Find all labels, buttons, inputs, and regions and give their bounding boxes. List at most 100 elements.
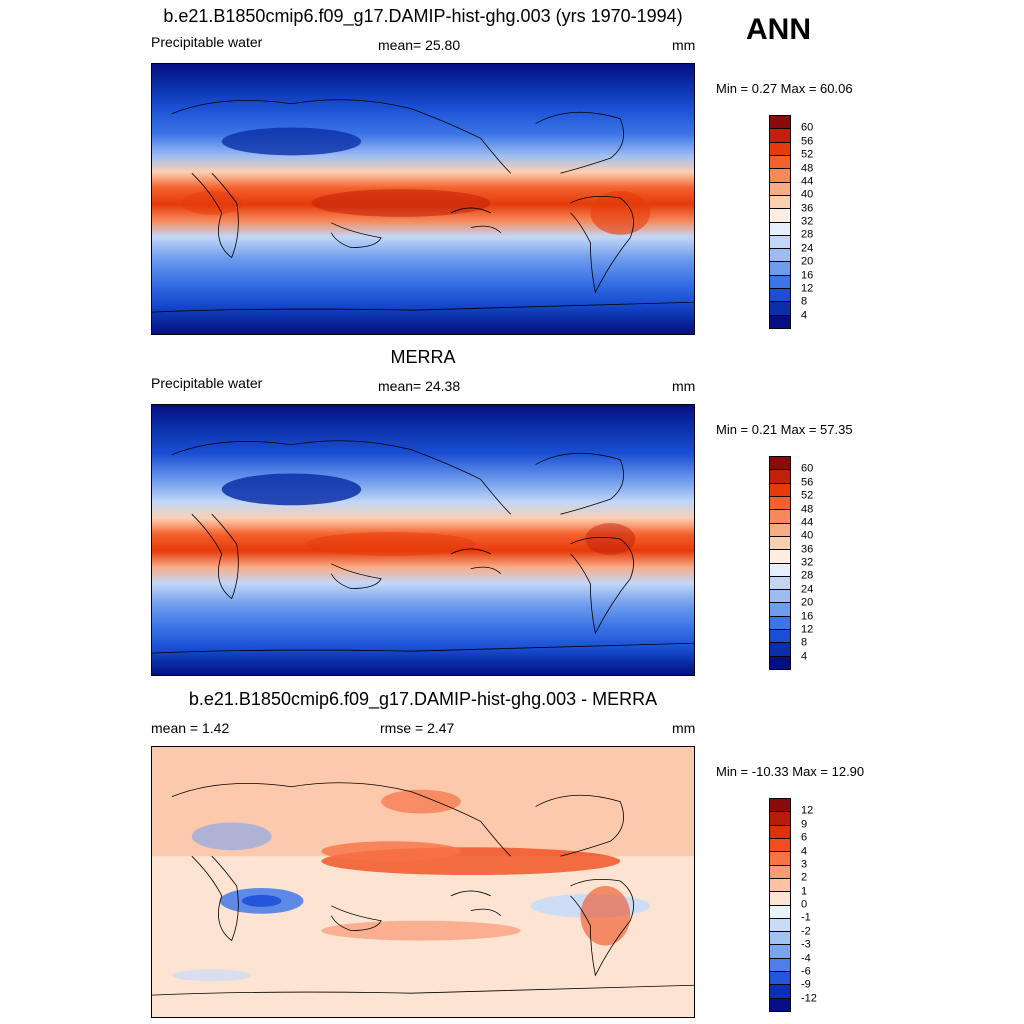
panel-1-map [151, 63, 695, 335]
colorbar-tick-label: 1 [801, 885, 808, 898]
colorbar-segment [770, 222, 790, 236]
panel-2-minmax: Min = 0.21 Max = 57.35 [716, 422, 853, 437]
colorbar-tick-label: -2 [801, 925, 811, 938]
colorbar-segment [770, 590, 790, 604]
panel-1-mean: mean= 25.80 [378, 37, 461, 53]
panel-2-colorbar [769, 456, 791, 670]
colorbar-segment [770, 972, 790, 986]
panel-3-map [151, 746, 695, 1018]
colorbar-segment [770, 630, 790, 644]
colorbar-tick-label: 52 [801, 489, 814, 502]
colorbar-tick-label: 20 [801, 596, 814, 609]
colorbar-segment [770, 129, 790, 143]
colorbar-tick-label: 24 [801, 242, 814, 255]
panel-2-colorbar-labels: 60 56 52 48 44 40 36 32 28 24 20 16 12 8 4 [801, 456, 861, 670]
colorbar-segment [770, 496, 790, 511]
panel-1-colorbar [769, 115, 791, 329]
colorbar-segment [770, 470, 790, 484]
panel-1-units: mm [672, 37, 696, 53]
colorbar-tick-label: 36 [801, 202, 814, 215]
panel-2-map [151, 404, 695, 676]
colorbar-tick-label: 60 [801, 121, 814, 134]
colorbar-segment [770, 315, 790, 328]
panel-3-colorbar-labels: 12 9 6 4 3 2 1 0 -1 -2 -3 -4 -6 -9 -12 [801, 798, 861, 1012]
colorbar-tick-label: 4 [801, 845, 808, 857]
colorbar-tick-label: 0 [801, 898, 808, 911]
panel-3-units: mm [672, 720, 696, 736]
colorbar-segment [770, 510, 790, 524]
colorbar-segment [770, 892, 790, 906]
colorbar-segment [770, 195, 790, 210]
colorbar-segment [770, 603, 790, 617]
colorbar-segment [770, 865, 790, 879]
colorbar-segment [770, 182, 790, 196]
colorbar-tick-label: 8 [801, 295, 808, 308]
colorbar-tick-label: 56 [801, 476, 814, 489]
panel-1-minmax: Min = 0.27 Max = 60.06 [716, 81, 853, 96]
colorbar-segment [770, 932, 790, 946]
colorbar-tick-label: 2 [801, 871, 808, 884]
colorbar-segment [770, 799, 790, 813]
colorbar-segment [770, 249, 790, 263]
colorbar-tick-label: 4 [801, 309, 808, 322]
panel-1-title: b.e21.B1850cmip6.f09_g17.DAMIP-hist-ghg.… [163, 6, 683, 26]
colorbar-segment [770, 825, 790, 839]
colorbar-tick-label: 8 [801, 636, 808, 649]
colorbar-tick-label: 12 [801, 282, 814, 295]
panel-2-variable: Precipitable water [151, 375, 263, 391]
panel-3-mean: mean = 1.42 [151, 720, 230, 736]
precipitable-water-map-merra [152, 405, 694, 675]
panel-2-title: MERRA [390, 347, 456, 367]
colorbar-segment [770, 643, 790, 657]
colorbar-tick-label: 28 [801, 228, 814, 241]
colorbar-segment [770, 878, 790, 893]
colorbar-segment [770, 905, 790, 919]
colorbar-tick-label: 60 [801, 462, 814, 475]
colorbar-segment [770, 616, 790, 631]
colorbar-segment [770, 563, 790, 577]
colorbar-segment [770, 116, 790, 130]
precipitable-water-map-model [152, 64, 694, 334]
colorbar-tick-label: 44 [801, 175, 814, 188]
colorbar-segment [770, 457, 790, 471]
colorbar-tick-label: 48 [801, 162, 814, 174]
colorbar-tick-label: -4 [801, 952, 811, 964]
colorbar-tick-label: -1 [801, 911, 811, 924]
colorbar-tick-label: 16 [801, 610, 814, 622]
colorbar-tick-label: 44 [801, 516, 814, 529]
colorbar-segment [770, 289, 790, 303]
colorbar-tick-label: 36 [801, 543, 814, 556]
colorbar-segment [770, 576, 790, 591]
colorbar-tick-label: -3 [801, 938, 811, 951]
colorbar-tick-label: 9 [801, 818, 808, 831]
colorbar-tick-label: 40 [801, 188, 814, 201]
colorbar-segment [770, 302, 790, 316]
colorbar-segment [770, 523, 790, 537]
colorbar-tick-label: 28 [801, 569, 814, 582]
precipitable-water-difference-map [152, 747, 694, 1017]
colorbar-segment [770, 235, 790, 250]
panel-1-colorbar-labels: 60 56 52 48 44 40 36 32 28 24 20 16 12 8 4 [801, 115, 861, 329]
colorbar-segment [770, 262, 790, 276]
colorbar-segment [770, 483, 790, 497]
colorbar-segment [770, 169, 790, 183]
colorbar-segment [770, 985, 790, 999]
colorbar-tick-label: -6 [801, 965, 811, 978]
colorbar-segment [770, 550, 790, 564]
colorbar-tick-label: 6 [801, 831, 808, 844]
colorbar-tick-label: 24 [801, 583, 814, 596]
colorbar-tick-label: 12 [801, 623, 814, 636]
colorbar-tick-label: 3 [801, 858, 808, 871]
panel-3-minmax: Min = -10.33 Max = 12.90 [716, 764, 865, 779]
colorbar-tick-label: 12 [801, 804, 814, 817]
panel-3-colorbar [769, 798, 791, 1012]
panel-2-mean: mean= 24.38 [378, 378, 461, 394]
panel-3-rmse: rmse = 2.47 [380, 720, 455, 736]
season-label: ANN [746, 13, 811, 46]
colorbar-tick-label: 4 [801, 650, 808, 663]
colorbar-tick-label: 16 [801, 269, 814, 281]
colorbar-tick-label: 32 [801, 215, 814, 228]
colorbar-segment [770, 142, 790, 156]
panel-1-variable: Precipitable water [151, 34, 263, 50]
colorbar-segment [770, 209, 790, 223]
